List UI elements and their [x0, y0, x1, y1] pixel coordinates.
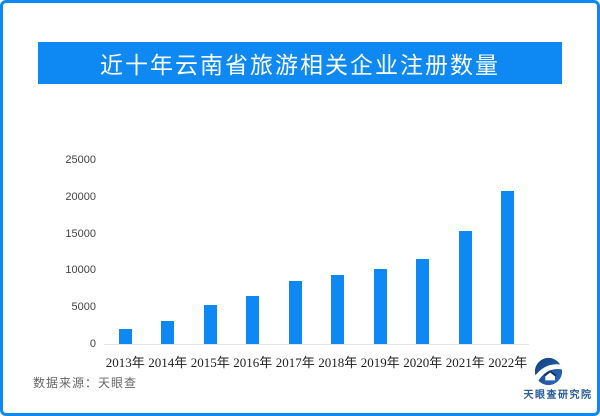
bar-2014年	[161, 321, 175, 344]
y-tick-0: 0	[89, 338, 96, 350]
x-tick-2021年: 2021年	[445, 355, 485, 370]
bar-2017年	[288, 281, 302, 344]
y-tick-20000: 20000	[65, 190, 96, 203]
x-tick-2018年: 2018年	[318, 355, 358, 370]
bar-2016年	[246, 296, 260, 344]
tianyancha-logo: 天眼查研究院	[514, 356, 600, 402]
tianyancha-logo-icon	[534, 357, 563, 386]
data-source-label: 数据来源：天眼查	[33, 376, 138, 390]
bar-2022年	[501, 190, 515, 344]
y-tick-15000: 15000	[65, 227, 96, 240]
y-tick-25000: 25000	[65, 154, 96, 166]
bar-2015年	[203, 305, 217, 344]
x-tick-2015年: 2015年	[190, 355, 230, 370]
chart-title: 近十年云南省旅游相关企业注册数量	[100, 52, 500, 78]
bar-2013年	[118, 329, 132, 344]
x-tick-2019年: 2019年	[360, 355, 400, 370]
bar-2018年	[331, 274, 345, 344]
plot-area	[104, 160, 529, 345]
y-tick-5000: 5000	[71, 301, 96, 314]
x-tick-2022年: 2022年	[488, 355, 528, 370]
bar-2021年	[458, 230, 472, 344]
tianyancha-logo-text: 天眼查研究院	[523, 390, 593, 401]
y-axis: 0 5000 10000 15000 20000 25000	[36, 154, 96, 352]
x-axis: 2013年 2014年 2015年 2016年 2017年 2018年 2019年 2020年…	[104, 352, 529, 372]
x-tick-2020年: 2020年	[403, 355, 443, 370]
bar-2020年	[416, 258, 430, 344]
x-tick-2013年: 2013年	[105, 355, 145, 370]
x-tick-2017年: 2017年	[275, 355, 315, 370]
x-tick-2016年: 2016年	[233, 355, 273, 370]
x-tick-2014年: 2014年	[148, 355, 188, 370]
y-tick-10000: 10000	[65, 264, 96, 277]
bar-2019年	[373, 268, 387, 344]
chart-title-banner: 近十年云南省旅游相关企业注册数量	[38, 42, 562, 84]
